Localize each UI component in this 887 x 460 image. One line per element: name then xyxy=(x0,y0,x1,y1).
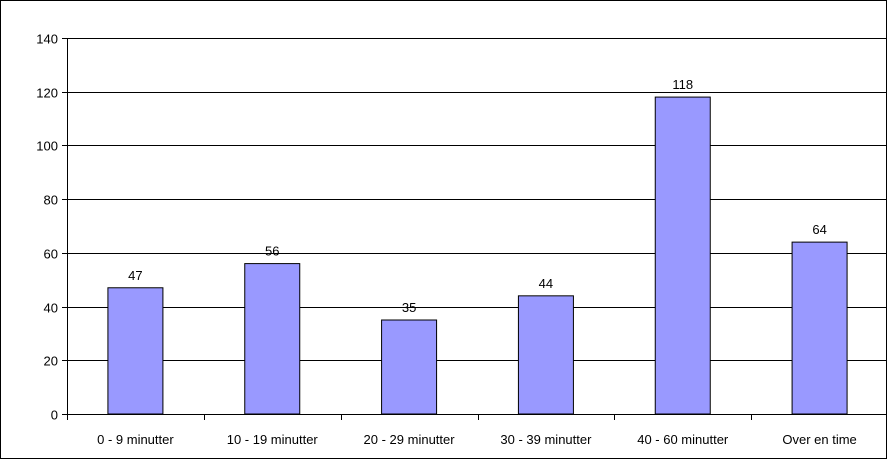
y-tick-label-3: 60 xyxy=(44,247,58,262)
bar-2 xyxy=(381,319,438,415)
bar-3 xyxy=(517,295,574,415)
labels: 0 20 40 60 80 100 120 140 47 0 - 9 minutter 56 10 -… xyxy=(36,32,856,448)
x-tick-label-4: 40 - 60 minutter xyxy=(637,432,729,447)
y-tick-label-6: 120 xyxy=(36,86,58,101)
data-label-3: 44 xyxy=(539,276,553,291)
x-tick-label-3: 30 - 39 minutter xyxy=(500,432,592,447)
bars xyxy=(107,96,848,415)
bar-1 xyxy=(244,263,301,415)
data-label-1: 56 xyxy=(265,244,279,259)
y-tick-label-2: 40 xyxy=(44,301,58,316)
y-tick-label-5: 100 xyxy=(36,139,58,154)
y-tick-label-1: 20 xyxy=(44,354,58,369)
y-tick-label-7: 140 xyxy=(36,32,58,47)
y-tick-label-0: 0 xyxy=(51,408,58,423)
axes xyxy=(62,38,887,420)
data-label-5: 64 xyxy=(812,222,826,237)
x-tick-label-1: 10 - 19 minutter xyxy=(227,432,319,447)
bar-5 xyxy=(791,241,848,415)
data-label-0: 47 xyxy=(128,268,142,283)
y-tick-label-4: 80 xyxy=(44,193,58,208)
x-tick-label-2: 20 - 29 minutter xyxy=(364,432,456,447)
bar-0 xyxy=(107,287,164,415)
x-tick-label-5: Over en time xyxy=(782,432,856,447)
gridlines xyxy=(67,38,887,361)
data-label-2: 35 xyxy=(402,300,416,315)
x-tick-label-0: 0 - 9 minutter xyxy=(97,432,174,447)
bar-4 xyxy=(654,96,711,415)
data-label-4: 118 xyxy=(672,77,693,92)
